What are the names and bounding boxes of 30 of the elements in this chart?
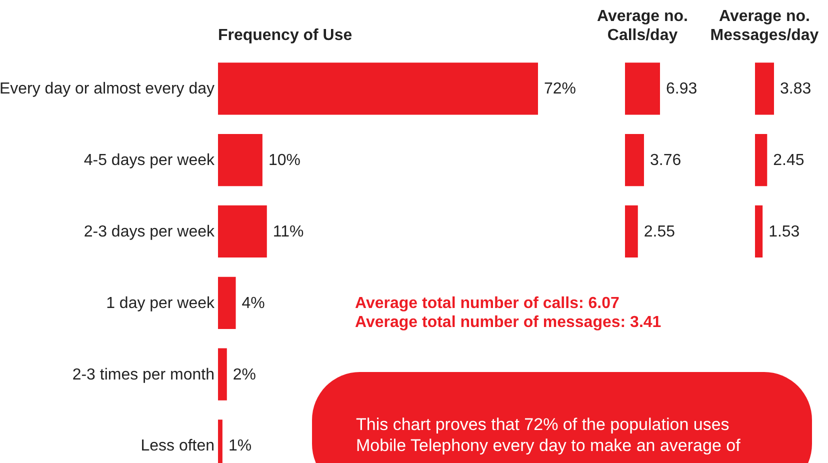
annotation: Average total number of calls: 6.07 [355,294,620,313]
data-label: 10% [268,152,300,170]
annotation: This chart proves that 72% of the population uses Mobile Telephony every day to make an average of [356,414,742,456]
y-tick-label: 2-3 days per week [84,223,216,240]
y-tick-label: Less often [140,438,214,455]
data-label: 11% [272,223,304,240]
bar [218,62,538,115]
annotation: Average total number of messages: 3.41 [355,313,662,332]
y-tick-label: 4-5 days per week [84,152,216,170]
bar [218,205,267,258]
data-label: 1% [228,438,252,455]
data-label: 6.93 [666,80,698,98]
data-label: 2.55 [644,223,676,240]
data-label: 72% [544,80,576,98]
y-tick-label: Every day or almost every day [0,80,214,98]
rounded-panel: This chart proves that 72% of the population uses Mobile Telephony every day to make an average of [312,372,812,463]
data-label: 4% [242,294,265,312]
data-label: 1.53 [768,223,800,240]
bar [218,134,262,186]
data-label: 3.76 [650,152,682,170]
chart-title: Frequency of Use [218,27,352,44]
chart-title: Average no. Calls/day [597,8,688,44]
data-label: 2% [232,366,256,384]
chart-title: Average no. Messages/day [710,8,819,44]
data-label: 2.45 [773,152,804,170]
bar [218,276,236,329]
y-tick-label: 2-3 times per month [72,366,214,384]
bar [218,348,227,400]
y-tick-label: 1 day per week [106,294,216,312]
data-label: 3.83 [780,80,812,98]
